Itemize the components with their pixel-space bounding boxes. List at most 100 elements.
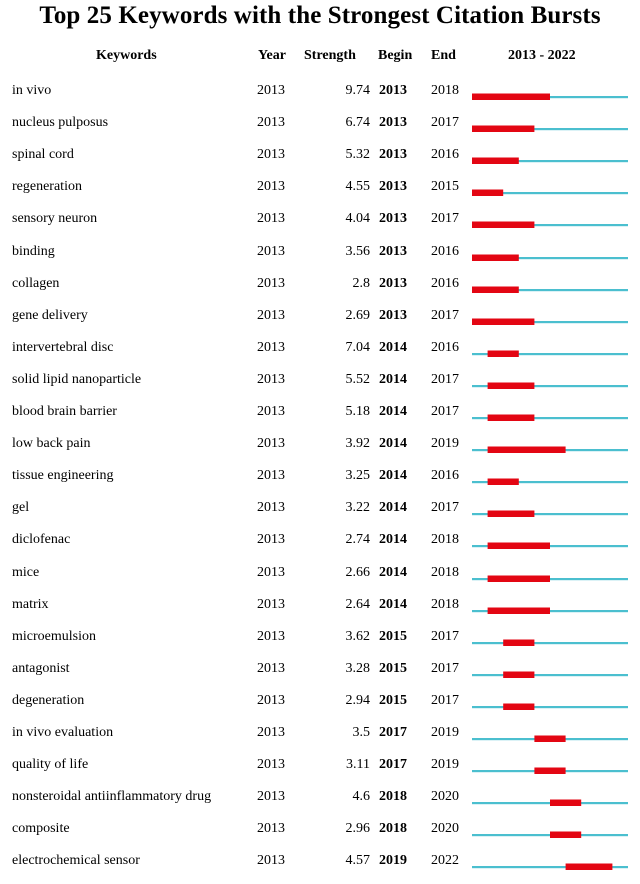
burst-bar — [550, 799, 582, 807]
table-row: tissue engineering 2013 3.25 2014 2016 — [0, 467, 640, 499]
strength-cell: 2.94 — [345, 692, 371, 708]
burst-timeline — [472, 446, 628, 454]
burst-bar — [472, 318, 535, 325]
keyword-cell: in vivo evaluation — [12, 725, 114, 740]
keyword-cell: regeneration — [12, 179, 82, 195]
burst-timeline — [472, 254, 628, 261]
burst-timeline — [472, 671, 628, 678]
burst-bar — [472, 221, 535, 229]
burst-timeline — [472, 607, 628, 614]
baseline-line — [472, 384, 628, 388]
table-row: antagonist 2013 3.28 2015 2017 — [0, 660, 640, 692]
baseline-line — [472, 673, 628, 676]
keyword-cell: solid lipid nanoparticle — [12, 371, 142, 387]
begin-cell: 2017 — [379, 725, 407, 740]
end-cell: 2017 — [431, 307, 459, 323]
burst-bar — [487, 414, 535, 421]
begin-cell: 2015 — [379, 628, 407, 644]
burst-timeline — [472, 286, 628, 293]
burst-timeline — [472, 863, 628, 871]
table-row: degeneration 2013 2.94 2015 2017 — [0, 692, 640, 724]
keyword-cell: mice — [12, 564, 40, 580]
burst-bar — [503, 639, 535, 646]
keyword-cell: gene delivery — [12, 307, 88, 323]
baseline-line — [472, 705, 628, 709]
begin-cell: 2014 — [379, 339, 407, 355]
header-begin: Begin — [378, 48, 413, 63]
year-cell: 2013 — [257, 243, 285, 259]
begin-cell: 2014 — [379, 532, 407, 548]
end-cell: 2016 — [431, 339, 459, 355]
end-cell: 2018 — [431, 596, 459, 612]
keyword-cell: gel — [12, 500, 30, 516]
begin-cell: 2013 — [379, 83, 407, 98]
burst-bar — [487, 510, 535, 518]
baseline-line — [472, 866, 628, 869]
begin-cell: 2014 — [379, 371, 407, 387]
year-cell: 2013 — [257, 789, 285, 805]
baseline-line — [472, 256, 628, 259]
begin-cell: 2014 — [379, 500, 407, 516]
burst-timeline — [472, 799, 628, 807]
end-cell: 2020 — [431, 821, 459, 837]
year-cell: 2013 — [257, 371, 285, 387]
year-cell: 2013 — [257, 115, 285, 131]
burst-timeline — [472, 382, 628, 389]
keyword-cell: microemulsion — [12, 628, 96, 644]
begin-cell: 2013 — [379, 275, 407, 291]
begin-cell: 2017 — [379, 757, 407, 773]
year-cell: 2013 — [257, 307, 285, 323]
burst-bar — [487, 478, 519, 486]
burst-timeline — [472, 735, 628, 742]
baseline-line — [472, 481, 628, 484]
baseline-line — [472, 160, 628, 163]
burst-timeline — [472, 93, 628, 100]
keyword-cell: composite — [12, 821, 70, 837]
table-row: matrix 2013 2.64 2014 2018 — [0, 596, 640, 628]
burst-timeline — [472, 542, 628, 550]
year-cell: 2013 — [257, 83, 285, 98]
begin-cell: 2014 — [379, 468, 407, 484]
baseline-line — [472, 641, 628, 644]
table-row: quality of life 2013 3.11 2017 2019 — [0, 756, 640, 788]
baseline-line — [472, 192, 628, 195]
end-cell: 2017 — [431, 628, 459, 644]
strength-cell: 4.04 — [345, 211, 371, 227]
burst-timeline — [472, 318, 628, 325]
burst-timeline — [472, 350, 628, 357]
year-cell: 2013 — [257, 660, 285, 676]
burst-bar — [550, 831, 582, 839]
year-cell: 2013 — [257, 436, 285, 452]
burst-timeline — [472, 510, 628, 518]
table-row: blood brain barrier 2013 5.18 2014 2017 — [0, 403, 640, 435]
year-cell: 2013 — [257, 628, 285, 644]
end-cell: 2015 — [431, 179, 459, 195]
year-cell: 2013 — [257, 339, 285, 355]
burst-bar — [534, 735, 566, 742]
table-row: in vivo 2013 9.74 2013 2018 — [0, 82, 640, 114]
year-cell: 2013 — [257, 468, 285, 484]
begin-cell: 2013 — [379, 243, 407, 259]
year-cell: 2013 — [257, 821, 285, 837]
keyword-cell: diclofenac — [12, 532, 71, 548]
keyword-cell: antagonist — [12, 660, 70, 676]
burst-timeline — [472, 221, 628, 229]
burst-bar — [472, 286, 519, 293]
strength-cell: 2.64 — [345, 596, 371, 612]
year-cell: 2013 — [257, 404, 285, 419]
table-row: diclofenac 2013 2.74 2014 2018 — [0, 531, 640, 563]
begin-cell: 2013 — [379, 115, 407, 131]
year-cell: 2013 — [257, 500, 285, 516]
keyword-cell: in vivo — [12, 83, 52, 98]
burst-timeline — [472, 125, 628, 133]
burst-bar — [472, 189, 504, 197]
burst-timeline — [472, 831, 628, 839]
burst-timeline — [472, 575, 628, 582]
end-cell: 2017 — [431, 404, 459, 419]
begin-cell: 2015 — [379, 692, 407, 708]
burst-timeline — [472, 639, 628, 646]
end-cell: 2016 — [431, 147, 459, 163]
strength-cell: 2.96 — [345, 821, 371, 837]
strength-cell: 5.32 — [345, 147, 371, 163]
